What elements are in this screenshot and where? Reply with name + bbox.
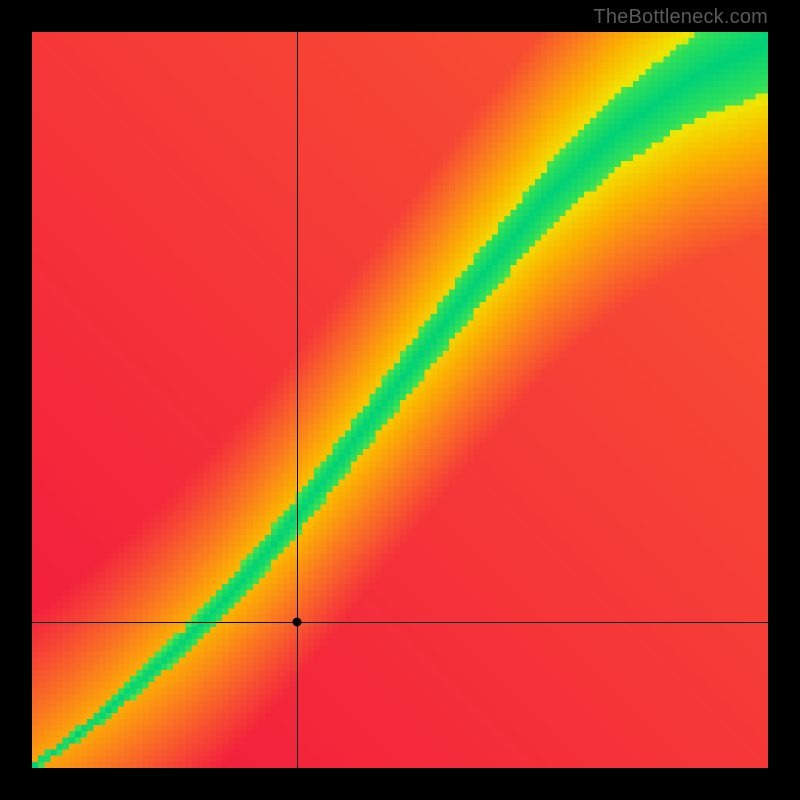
watermark-text: TheBottleneck.com — [593, 6, 768, 29]
plot-area — [32, 32, 768, 768]
heatmap-canvas — [32, 32, 768, 768]
crosshair-vertical — [297, 32, 298, 768]
crosshair-horizontal — [32, 622, 768, 623]
marker-dot — [292, 618, 301, 627]
chart-container: TheBottleneck.com — [0, 0, 800, 800]
